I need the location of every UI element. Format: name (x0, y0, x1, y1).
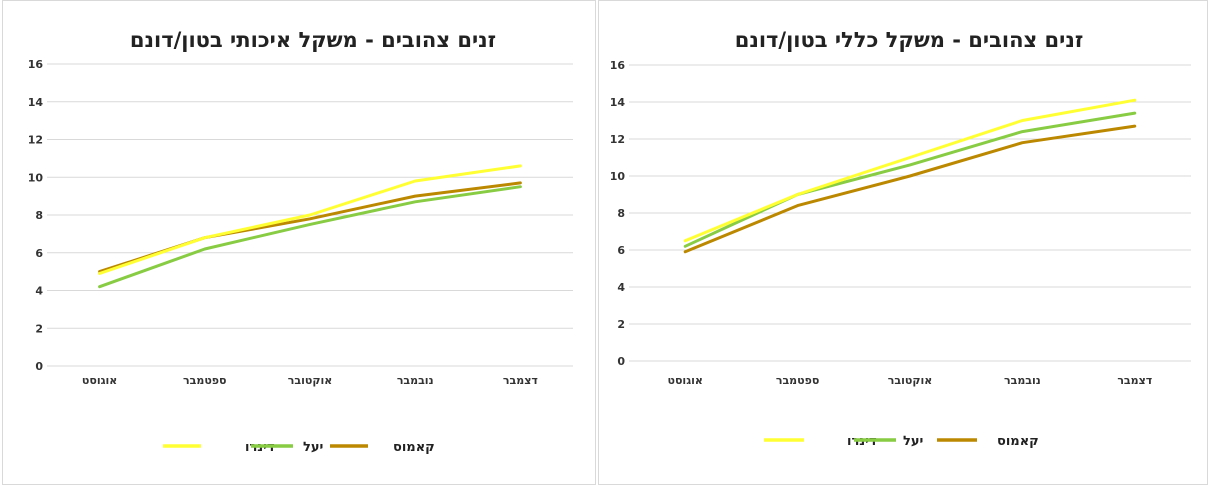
y-tick-label: 4 (617, 281, 625, 294)
x-tick-label: ספטמבר (183, 374, 226, 387)
legend-label: קאמוס (997, 434, 1039, 449)
x-tick-label: אוגוסט (82, 374, 117, 387)
legend-label: קאמוס (393, 440, 435, 455)
chart-quality-weight: זנים צהובים - משקל איכותי בטון/דונם 0 2 4 6 8… (28, 28, 573, 455)
y-tick-label: 6 (617, 244, 625, 257)
chart-total-weight: זנים צהובים - משקל כללי בטון/דונם 0 2 4 6 8 10… (610, 28, 1191, 449)
x-tick-label: נובמבר (397, 374, 434, 387)
series-line-1 (683, 98, 1137, 243)
y-tick-label: 10 (28, 171, 44, 184)
x-tick-label: אוגוסט (667, 374, 702, 387)
y-tick-label: 16 (28, 58, 44, 71)
series-line-2 (683, 111, 1137, 248)
x-tick-label: אוקטובר (888, 374, 932, 387)
series-line-1 (98, 164, 522, 275)
y-tick-label: 8 (617, 207, 625, 220)
y-tick-label: 14 (610, 96, 626, 109)
series-line-3 (683, 124, 1137, 254)
x-tick-label: נובמבר (1004, 374, 1041, 387)
y-tick-label: 16 (610, 59, 626, 72)
y-tick-label: 10 (610, 170, 626, 183)
y-tick-label: 4 (35, 285, 43, 298)
legend-label: יעל (303, 440, 323, 455)
chart-panel-quality-weight: זנים צהובים - משקל איכותי בטון/דונם 0 2 4 6 8… (2, 0, 596, 485)
y-tick-label: 12 (610, 133, 625, 146)
y-tick-label: 0 (617, 355, 625, 368)
legend-label: יעל (903, 434, 923, 449)
x-tick-label: דצמבר (1117, 374, 1152, 387)
x-tick-label: ספטמבר (776, 374, 819, 387)
x-tick-label: אוקטובר (288, 374, 332, 387)
y-tick-label: 14 (28, 96, 44, 109)
y-tick-label: 8 (35, 209, 43, 222)
x-tick-label: דצמבר (503, 374, 538, 387)
y-tick-label: 2 (617, 318, 625, 331)
y-tick-label: 12 (28, 134, 43, 147)
y-tick-label: 2 (35, 322, 43, 335)
chart-panel-total-weight: זנים צהובים - משקל כללי בטון/דונם 0 2 4 6 8 10… (598, 0, 1208, 485)
y-tick-label: 0 (35, 360, 43, 373)
y-tick-label: 6 (35, 247, 43, 260)
series-line-2 (98, 185, 522, 289)
chart-title: זנים צהובים - משקל כללי בטון/דונם (735, 28, 1084, 52)
chart-title: זנים צהובים - משקל איכותי בטון/דונם (130, 28, 496, 52)
